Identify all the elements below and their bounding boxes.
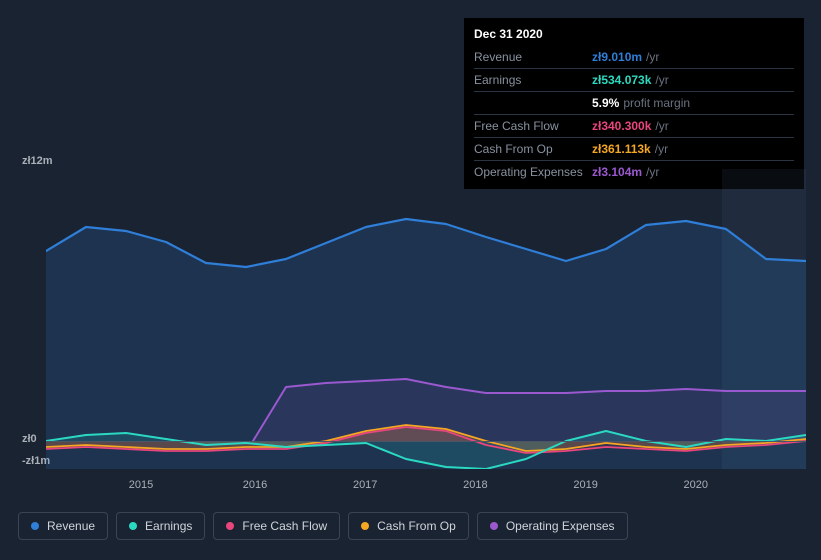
legend-item[interactable]: Operating Expenses [477,512,628,540]
legend-item[interactable]: Earnings [116,512,205,540]
legend-item[interactable]: Cash From Op [348,512,469,540]
tooltip-row-label: Free Cash Flow [474,117,592,135]
legend-dot-icon [226,522,234,530]
legend: Revenue Earnings Free Cash Flow Cash From O… [18,512,628,540]
legend-dot-icon [490,522,498,530]
xaxis-labels: 2015 2016 2017 2018 2019 2020 [46,479,806,497]
xaxis-label: 2018 [463,479,487,491]
tooltip-row: Revenuezł9.010m/yr [474,46,794,68]
tooltip-row: Free Cash Flowzł340.300k/yr [474,114,794,137]
zero-gridline [46,441,806,442]
legend-label: Cash From Op [377,519,456,533]
legend-label: Free Cash Flow [242,519,327,533]
tooltip-row-value: zł340.300k [592,117,651,135]
legend-label: Revenue [47,519,95,533]
chart-area: zł12m zł0 -zł1m 201520162017201820192020 [16,155,806,475]
legend-label: Earnings [145,519,192,533]
tooltip-row: 5.9%profit margin [474,91,794,114]
yaxis-label-zero: zł0 [22,433,37,445]
tooltip-date: Dec 31 2020 [474,24,794,46]
tooltip-row-value: zł9.010m [592,48,642,66]
legend-dot-icon [31,522,39,530]
tooltip-row-suffix: /yr [655,117,668,135]
plot-region [46,169,806,469]
tooltip-row-value: 5.9% [592,94,619,112]
tooltip-row-label: Earnings [474,71,592,89]
tooltip-row-value: zł534.073k [592,71,651,89]
legend-item[interactable]: Revenue [18,512,108,540]
xaxis-label: 2019 [573,479,597,491]
xaxis-label: 2015 [129,479,153,491]
legend-label: Operating Expenses [506,519,615,533]
tooltip-row-suffix: profit margin [623,94,690,112]
xaxis-label: 2016 [243,479,267,491]
yaxis-label-max: zł12m [22,155,53,167]
tooltip-row-label: Revenue [474,48,592,66]
legend-dot-icon [361,522,369,530]
tooltip-row-suffix: /yr [646,48,659,66]
xaxis-label: 2020 [684,479,708,491]
tooltip-row-label [474,94,592,112]
legend-dot-icon [129,522,137,530]
tooltip-row-suffix: /yr [655,71,668,89]
chart-svg [46,169,806,469]
tooltip-row: Earningszł534.073k/yr [474,68,794,91]
xaxis-label: 2017 [353,479,377,491]
legend-item[interactable]: Free Cash Flow [213,512,340,540]
